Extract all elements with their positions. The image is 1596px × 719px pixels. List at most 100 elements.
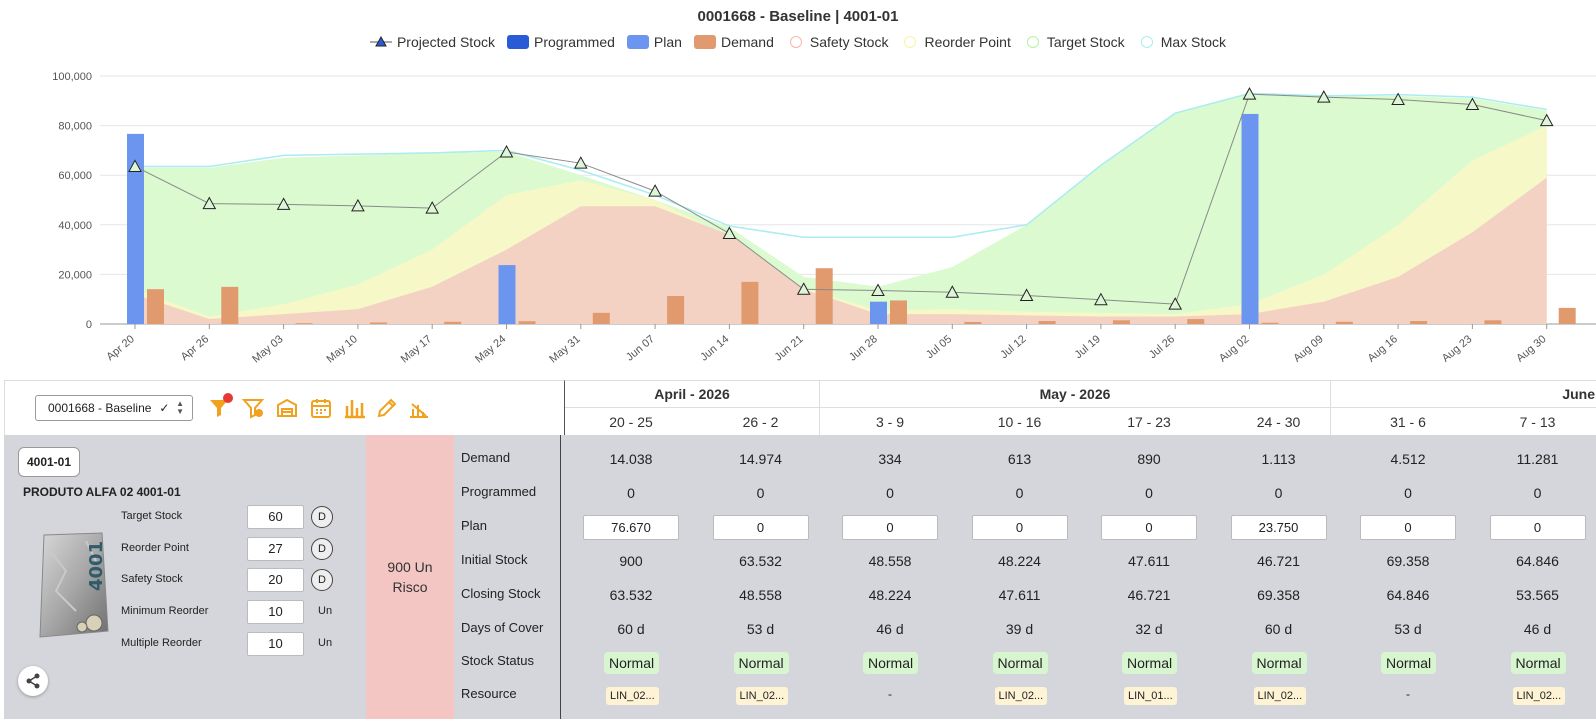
demand-bar (1335, 321, 1353, 324)
plan-input[interactable]: 0 (1489, 515, 1586, 540)
legend-item[interactable]: Projected Stock (369, 34, 495, 50)
calendar-icon[interactable] (309, 396, 333, 420)
initial-stock-cell: 69.358 (1386, 553, 1430, 569)
week-header: 26 - 2 (742, 414, 779, 430)
plan-input[interactable]: 76.670 (583, 515, 679, 540)
scenario-select-value: 0001668 - Baseline (48, 401, 152, 415)
projected-stock-point (351, 198, 365, 212)
projected-stock-line (134, 93, 1547, 305)
status-badge: Normal (992, 652, 1048, 674)
plan-input[interactable]: 0 (842, 515, 938, 540)
demand-bar (221, 286, 239, 324)
product-name: PRODUTO ALFA 02 4001-01 (23, 485, 181, 499)
resource-badge[interactable]: LIN_02... (1512, 687, 1566, 705)
status-badge: Normal (733, 652, 789, 674)
plan-input[interactable]: 0 (1360, 515, 1456, 540)
projected-stock-point (1019, 288, 1034, 301)
param-unit: Un (318, 637, 333, 649)
resource-badge[interactable]: LIN_02... (994, 687, 1048, 705)
demand-bar (667, 296, 685, 324)
param-input[interactable]: 60 (247, 505, 304, 529)
projected-stock-point (499, 144, 514, 158)
demand-bar (1261, 322, 1279, 324)
legend-swatch (693, 35, 716, 49)
param-label: Minimum Reorder (121, 605, 209, 617)
status-badge: Normal (1122, 652, 1178, 674)
initial-stock-cell: 48.224 (998, 553, 1041, 569)
param-label: Reorder Point (121, 542, 189, 554)
legend-item[interactable]: Max Stock (1137, 34, 1226, 50)
projected-stock-point (128, 159, 142, 172)
toolbar: 0001668 - Baseline ✓ ▲ ▼ (4, 380, 564, 435)
x-tick-label: Jun 21 (773, 333, 806, 363)
x-tick-label: Jul 19 (1073, 333, 1103, 361)
resource-badge[interactable]: LIN_01... (1124, 687, 1177, 705)
legend-swatch (507, 35, 529, 49)
legend-item[interactable]: Reorder Point (900, 34, 1011, 50)
legend-swatch (369, 35, 392, 47)
plan-input[interactable]: 0 (1101, 515, 1197, 540)
legend-label: Safety Stock (809, 34, 889, 50)
share-icon[interactable] (18, 666, 48, 696)
legend-item[interactable]: Programmed (507, 34, 615, 50)
projected-stock-point (202, 196, 217, 210)
plan-bar (870, 301, 887, 324)
week-header: 24 - 30 (1256, 414, 1301, 430)
closing-stock-cell: 48.224 (868, 587, 912, 603)
check-icon: ✓ (159, 401, 170, 415)
resource-badge[interactable]: LIN_02... (735, 687, 789, 705)
programmed-cell: 0 (1404, 485, 1412, 501)
week-header: 3 - 9 (875, 414, 904, 430)
x-tick-label: May 24 (473, 333, 508, 365)
param-input[interactable]: 10 (247, 632, 304, 656)
legend-swatch (1140, 36, 1153, 48)
legend-label: Reorder Point (924, 34, 1011, 50)
chart-title: 0001668 - Baseline | 4001-01 (697, 8, 899, 25)
resource-badge[interactable]: LIN_02... (1253, 687, 1307, 705)
projected-stock-point (1094, 292, 1108, 306)
y-tick-label: 0 (86, 319, 92, 331)
filter-clear-icon[interactable] (241, 396, 265, 420)
scenario-select[interactable]: 0001668 - Baseline ✓ ▲ ▼ (35, 395, 193, 421)
legend-item[interactable]: Demand (693, 34, 774, 50)
bar-chart-icon[interactable] (343, 396, 367, 420)
legend-item[interactable]: Plan (626, 34, 682, 50)
y-tick-label: 80,000 (58, 121, 92, 133)
legend-item[interactable]: Safety Stock (786, 34, 889, 50)
param-input[interactable]: 10 (247, 600, 304, 624)
param-unit[interactable]: D (311, 569, 333, 591)
param-unit[interactable]: D (311, 538, 333, 560)
plan-input[interactable]: 23.750 (1230, 515, 1327, 540)
pencil-icon[interactable] (375, 396, 399, 420)
x-tick-label: Jun 28 (847, 333, 880, 363)
param-input[interactable]: 27 (247, 537, 304, 561)
x-tick-label: May 31 (547, 333, 582, 365)
x-tick-label: Jun 14 (698, 333, 731, 363)
initial-stock-cell: 900 (619, 553, 643, 569)
legend-swatch (1026, 36, 1039, 48)
demand-bar (369, 322, 387, 324)
initial-stock-cell: 63.532 (739, 553, 782, 569)
legend-label: Plan (653, 34, 682, 50)
status-badge: Normal (1251, 652, 1307, 674)
projected-stock-point (1168, 297, 1183, 310)
warehouse-icon[interactable] (275, 396, 299, 420)
param-unit: Un (318, 605, 333, 617)
legend-label: Demand (720, 34, 774, 50)
chart-settings-icon[interactable] (407, 396, 431, 420)
x-tick-label: Jun 07 (624, 333, 657, 363)
demand-bar (1484, 320, 1502, 324)
filter-icon[interactable] (207, 396, 231, 420)
projected-stock-point (276, 197, 291, 210)
product-code-badge[interactable]: 4001-01 (18, 447, 80, 477)
resource-badge[interactable]: LIN_02... (606, 687, 659, 705)
param-unit[interactable]: D (311, 506, 333, 528)
programmed-cell: 0 (756, 485, 765, 501)
param-input[interactable]: 20 (247, 568, 304, 592)
closing-stock-cell: 46.721 (1127, 587, 1171, 603)
legend-item[interactable]: Target Stock (1023, 34, 1125, 50)
days-of-cover-cell: 39 d (1005, 621, 1034, 637)
initial-stock-cell: 47.611 (1128, 553, 1170, 569)
plan-input[interactable]: 0 (712, 515, 809, 540)
plan-input[interactable]: 0 (971, 515, 1068, 540)
